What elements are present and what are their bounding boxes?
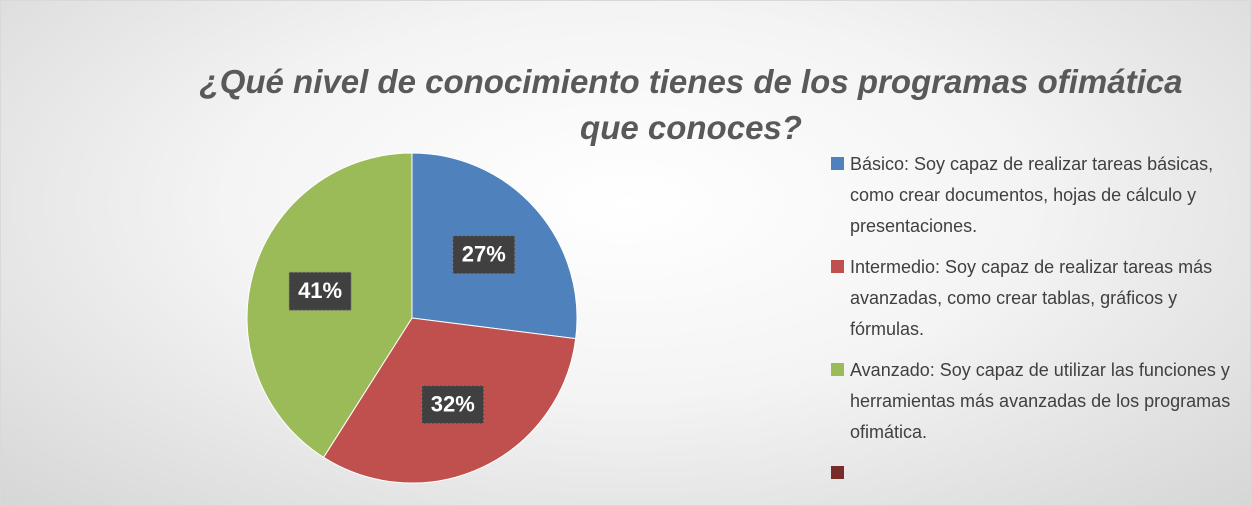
legend-label: Básico: Soy capaz de realizar tareas bás… bbox=[850, 154, 1214, 236]
data-label-group: 41% bbox=[288, 271, 352, 311]
chart-title: ¿Qué nivel de conocimiento tienes de los… bbox=[199, 63, 1183, 146]
legend-entry: Intermedio: Soy capaz de realizar tareas… bbox=[831, 252, 1231, 345]
legend-label: Avanzado: Soy capaz de utilizar las func… bbox=[850, 360, 1231, 442]
data-label: 27% bbox=[462, 242, 506, 267]
legend-swatch bbox=[831, 466, 844, 479]
legend-swatch bbox=[831, 157, 844, 170]
data-label-group: 32% bbox=[421, 385, 485, 425]
data-label-box bbox=[452, 235, 516, 275]
legend-entry bbox=[831, 458, 1231, 482]
data-label: 32% bbox=[431, 391, 475, 416]
pie: 27% 32% 41% bbox=[246, 152, 578, 484]
data-label-box bbox=[421, 385, 485, 425]
data-label-group: 27% bbox=[452, 235, 516, 275]
legend-entry: Avanzado: Soy capaz de utilizar las func… bbox=[831, 355, 1231, 448]
data-label: 41% bbox=[298, 278, 342, 303]
legend-label: Intermedio: Soy capaz de realizar tareas… bbox=[850, 257, 1213, 339]
data-label-box bbox=[288, 271, 352, 311]
legend-swatch bbox=[831, 260, 844, 273]
legend: Básico: Soy capaz de realizar tareas bás… bbox=[831, 149, 1231, 492]
legend-swatch bbox=[831, 363, 844, 376]
legend-entry: Básico: Soy capaz de realizar tareas bás… bbox=[831, 149, 1231, 242]
